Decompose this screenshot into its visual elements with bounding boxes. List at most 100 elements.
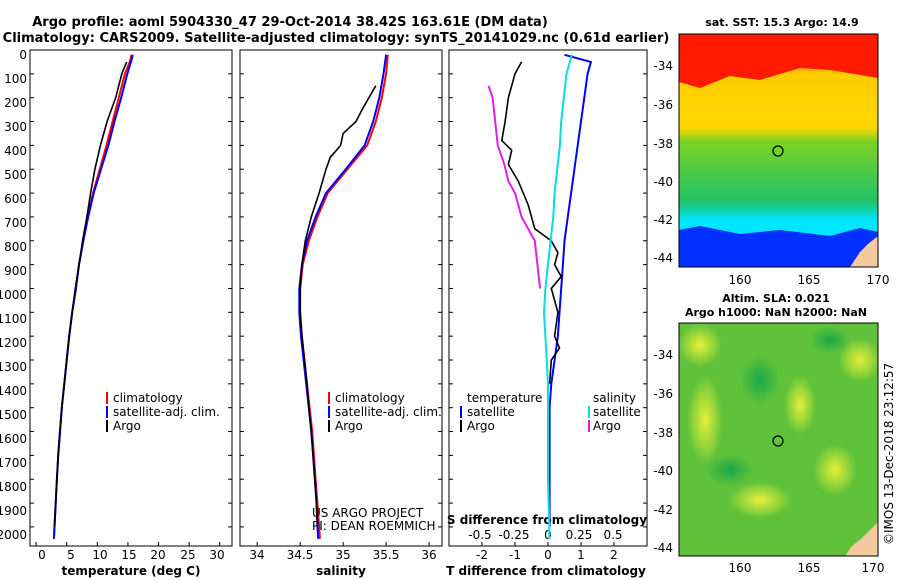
sal-tick: 35.5 <box>373 548 400 562</box>
legend-title-temperature: temperature <box>467 391 542 405</box>
sdiff-tick: 0 <box>544 528 552 542</box>
tdiff-tick: 2 <box>610 548 618 562</box>
sla-lat-tick: -34 <box>653 348 673 362</box>
tdiff-tick: 0 <box>544 548 552 562</box>
sla-map-title: Altim. SLA: 0.021 <box>722 292 829 305</box>
figure-title: Argo profile: aoml 5904330_47 29-Oct-201… <box>32 15 548 30</box>
temp-tick: 30 <box>209 548 224 562</box>
t-difference-axis-label: T difference from climatology <box>446 564 646 578</box>
temperature-xticks: 0 5 10 15 20 25 30 <box>38 548 224 562</box>
tdiff-tick: -1 <box>509 548 521 562</box>
sst-warm-region <box>679 34 878 88</box>
legend-label-satellite: satellite-adj. clim. <box>113 405 220 419</box>
difference-legend-temperature: temperature satellite Argo <box>460 391 542 433</box>
temp-tick: 10 <box>92 548 107 562</box>
series-line-argo <box>53 61 128 527</box>
depth-tick: 900 <box>4 264 27 278</box>
temp-tick: 0 <box>38 548 46 562</box>
sla-lat-tick: -38 <box>653 426 673 440</box>
sdiff-tick: 0.25 <box>566 528 593 542</box>
legend-label-t-argo: Argo <box>467 419 495 433</box>
sla-high-anomaly <box>678 323 722 367</box>
temp-tick: 5 <box>67 548 75 562</box>
depth-tick: 1200 <box>0 336 27 350</box>
tick-marks <box>30 49 647 546</box>
sla-high-anomaly <box>728 482 792 518</box>
series-line-s-satellite <box>542 54 573 539</box>
legend-title-salinity: salinity <box>593 391 636 405</box>
sal-tick: 36 <box>421 548 436 562</box>
legend-label-argo: Argo <box>335 419 363 433</box>
legend-label-s-argo: Argo <box>593 419 621 433</box>
depth-tick: 600 <box>4 192 27 206</box>
salinity-xticks: 34 34.5 35 35.5 36 <box>249 548 436 562</box>
difference-lines <box>487 53 593 539</box>
sla-map-yticks: -34 -36 -38 -40 -42 -44 <box>653 348 673 555</box>
depth-axis-labels: 0 100 200 300 400 500 600 700 800 900 10… <box>0 48 27 542</box>
depth-tick: 1500 <box>0 408 27 422</box>
difference-xticks: -2 -1 0 1 2 <box>476 548 618 562</box>
sla-high-anomaly <box>813 444 857 496</box>
sla-lon-tick: 165 <box>798 561 821 575</box>
legend-label-argo: Argo <box>113 419 141 433</box>
depth-tick: 400 <box>4 144 27 158</box>
legend-label-t-satellite: satellite <box>467 405 515 419</box>
sst-lat-tick: -38 <box>653 137 673 151</box>
legend-label-climatology: climatology <box>335 391 405 405</box>
sst-lat-tick: -42 <box>653 213 673 227</box>
depth-tick: 1800 <box>0 480 27 494</box>
temp-tick: 20 <box>150 548 165 562</box>
sst-lat-tick: -44 <box>653 251 673 265</box>
sst-map <box>678 33 879 268</box>
series-line-s-argo <box>487 85 542 289</box>
sdiff-tick: 0.5 <box>603 528 622 542</box>
tdiff-tick: -2 <box>476 548 488 562</box>
sst-argo-location-marker <box>772 145 784 157</box>
depth-tick: 1000 <box>0 288 27 302</box>
sst-land <box>850 236 878 267</box>
sla-high-anomaly <box>687 375 723 465</box>
sla-map-subtitle: Argo h1000: NaN h2000: NaN <box>685 306 867 319</box>
sdiff-tick: -0.5 <box>468 528 491 542</box>
sst-cold-region <box>679 226 878 267</box>
sst-lon-tick: 165 <box>798 273 821 287</box>
sla-lat-tick: -40 <box>653 464 673 478</box>
sal-tick: 34.5 <box>287 548 314 562</box>
sla-argo-location-marker <box>772 435 784 447</box>
depth-tick: 1700 <box>0 456 27 470</box>
sal-tick: 35 <box>335 548 350 562</box>
depth-tick: 500 <box>4 168 27 182</box>
sla-land <box>845 522 878 556</box>
sla-lat-tick: -42 <box>653 503 673 517</box>
credit-pi: PI: DEAN ROEMMICH <box>312 519 435 533</box>
depth-tick: 1600 <box>0 432 27 446</box>
sst-map-title: sat. SST: 15.3 Argo: 14.9 <box>705 16 858 29</box>
series-line-t-argo <box>500 61 563 384</box>
depth-tick: 0 <box>19 48 27 62</box>
sla-lon-tick: 170 <box>862 561 885 575</box>
series-line-argo <box>299 85 377 523</box>
sla-high-anomaly <box>784 375 816 435</box>
depth-tick: 800 <box>4 240 27 254</box>
depth-tick: 1300 <box>0 360 27 374</box>
sla-low-anomaly <box>706 454 754 486</box>
legend-label-s-satellite: satellite <box>593 405 641 419</box>
salinity-lines <box>298 54 389 539</box>
sla-lat-tick: -36 <box>653 387 673 401</box>
sdiff-tick: -0.25 <box>498 528 529 542</box>
legend-label-climatology: climatology <box>113 391 183 405</box>
s-difference-ticks: -0.5 -0.25 0 0.25 0.5 <box>468 528 622 542</box>
figure-subtitle: Climatology: CARS2009. Satellite-adjuste… <box>3 31 670 46</box>
sla-map-frame <box>678 322 879 557</box>
s-difference-axis-label: S difference from climatology <box>447 513 647 527</box>
temperature-legend: climatology satellite-adj. clim. Argo <box>106 391 220 433</box>
sla-map <box>678 322 882 557</box>
temperature-axis-label: temperature (deg C) <box>62 564 201 578</box>
series-line-climatology <box>52 54 133 539</box>
credit-project: US ARGO PROJECT <box>312 506 424 520</box>
sst-lon-tick: 160 <box>729 273 752 287</box>
depth-tick: 100 <box>4 72 27 86</box>
salinity-panel <box>239 49 443 547</box>
depth-tick: 1900 <box>0 504 27 518</box>
